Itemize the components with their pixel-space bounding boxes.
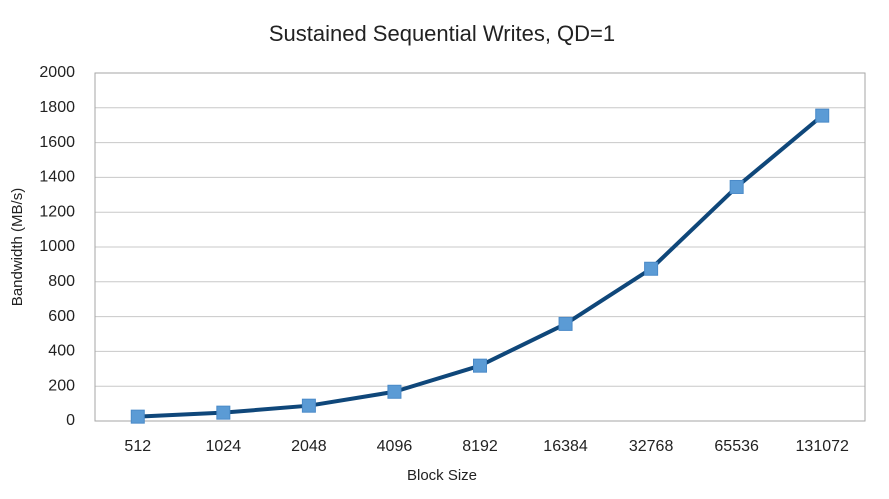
y-tick-label: 200 bbox=[48, 377, 75, 394]
data-marker bbox=[130, 409, 145, 424]
y-tick-label: 400 bbox=[48, 343, 75, 360]
x-tick-label: 2048 bbox=[291, 438, 327, 455]
x-axis-title: Block Size bbox=[407, 467, 477, 484]
data-marker bbox=[473, 358, 487, 373]
data-marker bbox=[644, 261, 659, 276]
x-tick-label: 1024 bbox=[206, 438, 242, 455]
x-tick-label: 65536 bbox=[714, 438, 759, 455]
data-marker bbox=[301, 398, 316, 413]
data-marker bbox=[387, 384, 402, 399]
x-tick-label: 8192 bbox=[462, 438, 498, 455]
y-tick-label: 1200 bbox=[39, 203, 75, 220]
data-marker bbox=[558, 316, 573, 331]
y-tick-label: 1400 bbox=[39, 169, 75, 186]
data-marker bbox=[815, 108, 830, 123]
x-tick-label: 512 bbox=[124, 438, 151, 455]
x-tick-label: 16384 bbox=[543, 438, 588, 455]
y-tick-label: 1600 bbox=[39, 134, 75, 151]
y-tick-label: 0 bbox=[66, 412, 75, 429]
chart-title: Sustained Sequential Writes, QD=1 bbox=[269, 21, 615, 46]
data-marker bbox=[729, 179, 744, 194]
x-tick-label: 32768 bbox=[629, 438, 674, 455]
data-marker bbox=[216, 405, 231, 420]
x-tick-label: 4096 bbox=[377, 438, 413, 455]
y-tick-label: 800 bbox=[48, 273, 75, 290]
x-tick-label: 131072 bbox=[796, 438, 849, 455]
y-tick-label: 1800 bbox=[39, 99, 75, 116]
plot-border bbox=[94, 72, 866, 422]
y-tick-label: 2000 bbox=[39, 64, 75, 81]
y-axis-title: Bandwidth (MB/s) bbox=[9, 188, 26, 306]
y-tick-label: 1000 bbox=[39, 238, 75, 255]
y-tick-label: 600 bbox=[48, 308, 75, 325]
